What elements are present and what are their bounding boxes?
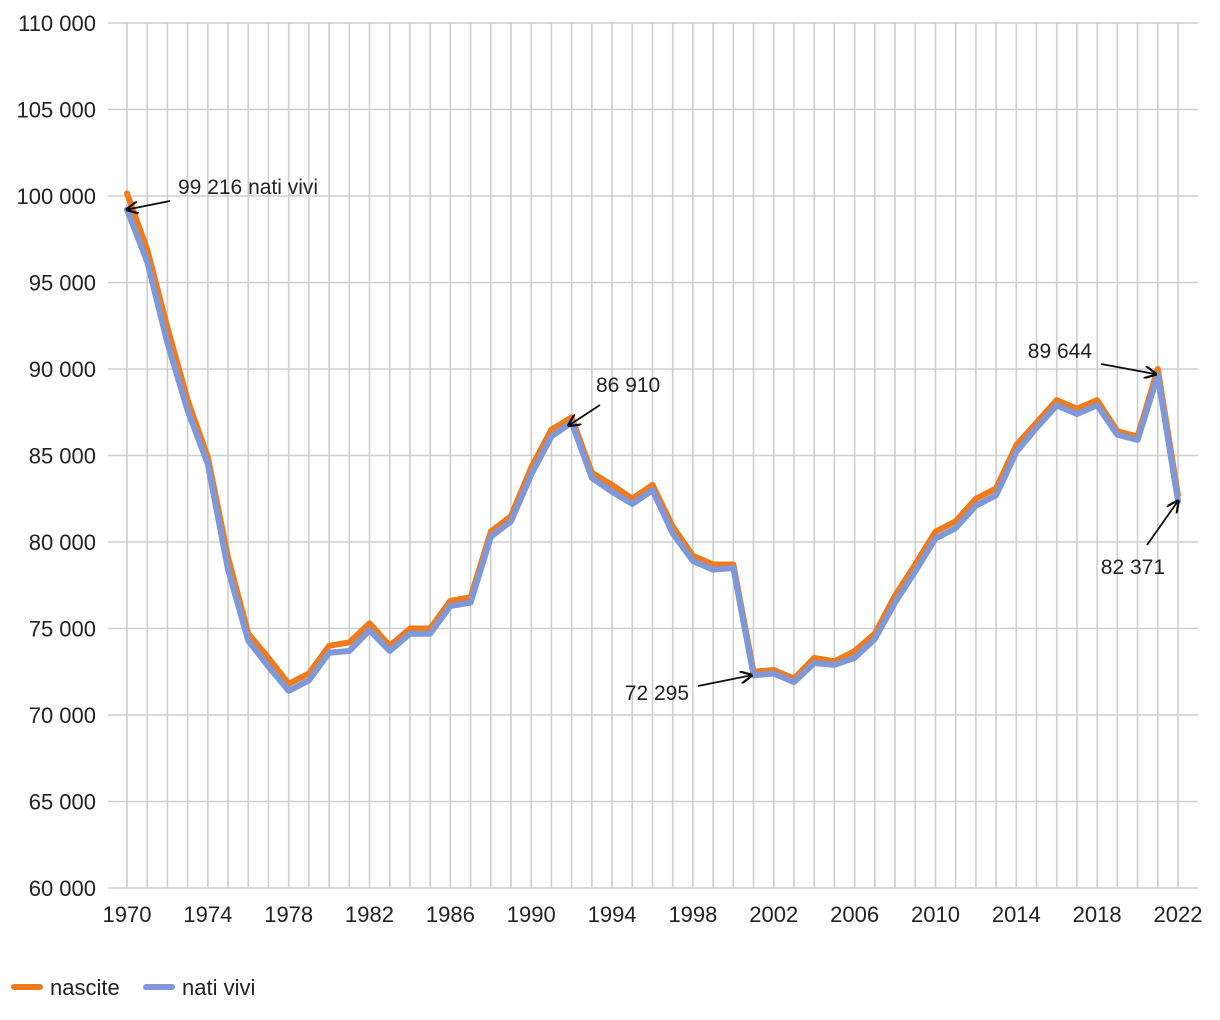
axis-labels: 60 000 65 000 70 000 75 000 80 000 85 000 90 0… [16,11,1202,927]
annotation-label: 72 295 [625,682,689,705]
x-tick-label: 1974 [183,902,232,927]
y-tick-label: 65 000 [29,790,96,815]
gridlines [108,22,1198,889]
legend-label: nascite [50,975,120,1000]
y-tick-label: 100 000 [16,184,96,209]
annotations: 99 216 nati vivi 86 910 72 295 89 644 82 371 [127,176,1178,705]
annotation-label: 82 371 [1101,556,1165,579]
x-tick-label: 1978 [264,902,313,927]
annotation-arrow [127,200,171,210]
y-tick-label: 95 000 [29,271,96,296]
y-tick-label: 85 000 [29,444,96,469]
y-tick-label: 60 000 [29,876,96,901]
y-tick-label: 105 000 [16,98,96,123]
x-tick-label: 1982 [345,902,394,927]
x-tick-label: 1990 [507,902,556,927]
x-tick-label: 2006 [830,902,879,927]
annotation-label: 86 910 [596,374,660,397]
data-series [124,190,1181,694]
x-tick-label: 1998 [668,902,717,927]
y-tick-label: 110 000 [18,11,96,36]
annotation-label: 89 644 [1028,340,1093,363]
x-tick-label: 2010 [911,902,960,927]
annotation-arrow [697,675,752,687]
legend: nascite nati vivi [11,975,255,1000]
annotation-label: 99 216 nati vivi [178,176,318,199]
x-tick-label: 1994 [588,902,637,927]
x-tick-label: 1970 [103,902,152,927]
annotation-arrow [569,404,601,425]
x-tick-label: 2002 [749,902,798,927]
y-tick-label: 90 000 [29,357,96,382]
series-line-nati-vivi [124,206,1181,694]
y-tick-label: 80 000 [29,530,96,555]
y-tick-label: 75 000 [29,617,96,642]
legend-label: nati vivi [182,975,255,1000]
y-tick-label: 70 000 [29,703,96,728]
annotation-arrow [1100,363,1156,374]
x-tick-label: 2018 [1073,902,1122,927]
x-tick-label: 2014 [992,902,1041,927]
annotation-arrow [1146,501,1178,546]
x-tick-label: 2022 [1154,902,1203,927]
x-tick-label: 1986 [426,902,475,927]
